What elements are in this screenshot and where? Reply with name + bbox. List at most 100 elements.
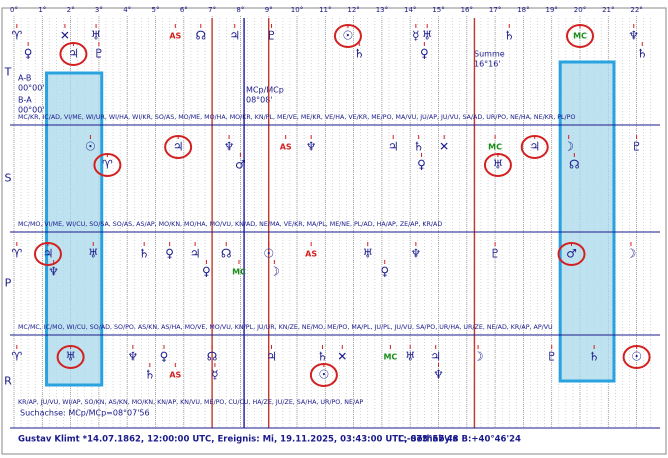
planet-glyph: ♈	[11, 350, 22, 364]
tick-label: 9°	[265, 6, 273, 14]
planet-glyph: ♀	[380, 265, 389, 279]
planet-glyph: ♅	[493, 158, 504, 172]
tick-label: 16°	[461, 6, 473, 14]
row-label: P	[5, 277, 12, 290]
planet-glyph: ♆	[410, 247, 421, 261]
planet-glyph: MC	[488, 143, 502, 152]
midpoint-list: MC/MC, IC/MO, WI/CU, SO/AD, SO/PO, AS/KN…	[18, 324, 553, 331]
tick-label: 21°	[602, 6, 614, 14]
tick-label: 12°	[347, 6, 359, 14]
row-label: R	[4, 375, 12, 388]
planet-glyph: ♇	[631, 140, 642, 154]
planet-glyph: ♂	[235, 158, 246, 172]
planet-glyph: ♇	[546, 350, 557, 364]
planet-glyph: ♄	[354, 47, 365, 61]
tick-label: 1°	[38, 6, 46, 14]
planet-glyph: ☉	[263, 247, 274, 261]
tick-label: 11°	[319, 6, 331, 14]
highlight-circle	[93, 153, 122, 177]
planet-glyph: ♀	[417, 158, 426, 172]
highlight-circle	[59, 42, 88, 66]
planet-glyph: ♀	[24, 47, 33, 61]
mcp-value: 08°08'	[246, 96, 273, 105]
planet-glyph: ♆	[306, 140, 317, 154]
planet-glyph: ☊	[221, 247, 232, 261]
planet-glyph: ♆	[48, 265, 59, 279]
tick-label: 2°	[67, 6, 75, 14]
tick-label: 22°	[630, 6, 642, 14]
planet-glyph: ♃	[266, 350, 277, 364]
midpoint-list: KR/AP, JU/VU, WI/AP, SO/KN, AS/KN, MO/KN…	[18, 399, 363, 406]
planet-glyph: ♅	[65, 350, 76, 364]
planet-glyph: ♃	[388, 140, 399, 154]
tick-label: 14°	[404, 6, 416, 14]
highlight-circle	[56, 345, 85, 369]
row-label: T	[4, 66, 12, 79]
tick-label: 5°	[152, 6, 160, 14]
tick-label: 0°	[10, 6, 18, 14]
highlight-circle	[557, 242, 586, 266]
planet-glyph: ☉	[631, 350, 642, 364]
planet-glyph: ♅	[422, 29, 433, 43]
highlight-circle	[622, 345, 651, 369]
planet-glyph: ♀	[420, 47, 429, 61]
mcp-label: MCp/MCp	[246, 86, 284, 95]
planet-glyph: ♅	[91, 29, 102, 43]
planet-glyph: ♇	[490, 247, 501, 261]
planet-glyph: ☽	[563, 140, 574, 154]
planet-glyph: ☉	[85, 140, 96, 154]
ab-label: A-B	[18, 74, 31, 83]
highlight-circle	[164, 135, 193, 159]
tick-label: 3°	[95, 6, 103, 14]
highlight-circle	[333, 24, 362, 48]
tick-label: 20°	[574, 6, 586, 14]
tick-label: 7°	[208, 6, 216, 14]
planet-glyph: MC	[573, 32, 587, 41]
highlight-circle	[566, 24, 594, 48]
planet-glyph: MC	[383, 353, 397, 362]
row-label: S	[5, 172, 12, 185]
planet-glyph: ♇	[266, 29, 277, 43]
planet-glyph: ♄	[317, 350, 328, 364]
planet-glyph: ♀	[202, 265, 211, 279]
highlight-circle	[520, 135, 549, 159]
ab-value: 00°00'	[18, 84, 45, 93]
planet-glyph: ✕	[60, 29, 70, 43]
planet-glyph: ♄	[637, 47, 648, 61]
planet-glyph: ♀	[165, 247, 174, 261]
summe-value: 16°16'	[474, 60, 501, 69]
planet-glyph: ♀	[160, 350, 169, 364]
frame	[1, 7, 667, 455]
highlight-circle	[483, 153, 512, 177]
planet-glyph: ♂	[566, 247, 577, 261]
planet-glyph: ♅	[88, 247, 99, 261]
planet-glyph: ☽	[626, 247, 637, 261]
planet-glyph: ♃	[43, 247, 54, 261]
planet-glyph: ♅	[362, 247, 373, 261]
planet-glyph: ♈	[102, 158, 113, 172]
footer-coords: L:-073°57'48 B:+40°46'24	[398, 435, 521, 445]
tick-label: 13°	[376, 6, 388, 14]
planet-glyph: ♈	[11, 29, 22, 43]
midpoint-list: MC/MO, VI/ME, WI/CU, SO/SA, SO/AS, AS/AP…	[18, 221, 442, 228]
planet-glyph: ♆	[127, 350, 138, 364]
tick-label: 10°	[291, 6, 303, 14]
planet-glyph: ☊	[569, 158, 580, 172]
planet-glyph: ♄	[139, 247, 150, 261]
planet-glyph: ♃	[529, 140, 540, 154]
planet-glyph: AS	[169, 32, 181, 41]
planet-glyph: ♆	[224, 140, 235, 154]
tick-label: 19°	[545, 6, 557, 14]
planet-glyph: ♃	[173, 140, 184, 154]
highlight-circle	[309, 363, 338, 387]
tick-label: 18°	[517, 6, 529, 14]
highlight-circle	[33, 242, 62, 266]
planet-glyph: ♄	[589, 350, 600, 364]
tick-label: 8°	[236, 6, 244, 14]
planet-glyph: ☉	[343, 29, 354, 43]
planet-glyph: ☊	[207, 350, 218, 364]
planet-glyph: ♇	[94, 47, 105, 61]
highlight-box	[558, 60, 616, 383]
planet-glyph: ♄	[144, 368, 155, 382]
